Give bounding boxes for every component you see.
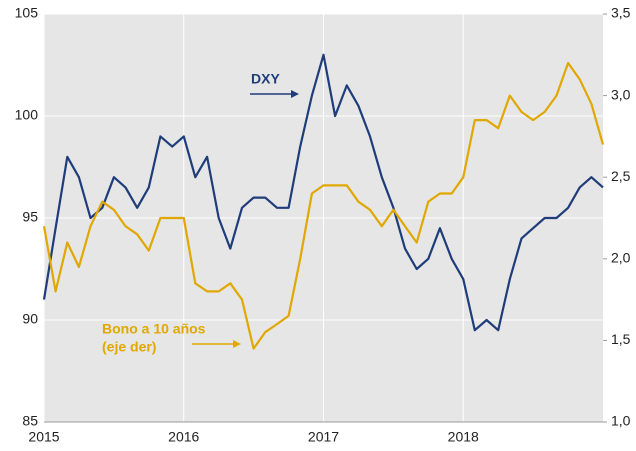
arrow-head — [233, 340, 241, 348]
y2-tick-label: 1,5 — [611, 331, 631, 347]
arrow-head — [291, 90, 299, 98]
x-tick-label: 2018 — [448, 429, 479, 445]
y2-tick-label: 2,5 — [611, 168, 631, 184]
y-tick-label: 85 — [22, 413, 38, 429]
annotation: DXY — [251, 71, 280, 87]
series-line — [42, 53, 604, 332]
y2-tick-label: 3,5 — [611, 5, 631, 21]
x-tick-label: 2016 — [168, 429, 199, 445]
annotation: Bono a 10 años — [102, 321, 206, 337]
y2-tick-label: 3,0 — [611, 86, 631, 102]
y-tick-label: 105 — [15, 5, 39, 21]
y-tick-label: 100 — [15, 107, 39, 123]
series-line — [42, 61, 605, 350]
lines — [42, 53, 605, 350]
x-tick-label: 2015 — [28, 429, 59, 445]
y2-tick-label: 1,0 — [611, 413, 631, 429]
x-tick-label: 2017 — [308, 429, 339, 445]
y2-tick-label: 2,0 — [611, 250, 631, 266]
y-tick-label: 90 — [22, 311, 38, 327]
annotation: (eje der) — [102, 339, 156, 355]
y-tick-label: 95 — [22, 209, 38, 225]
